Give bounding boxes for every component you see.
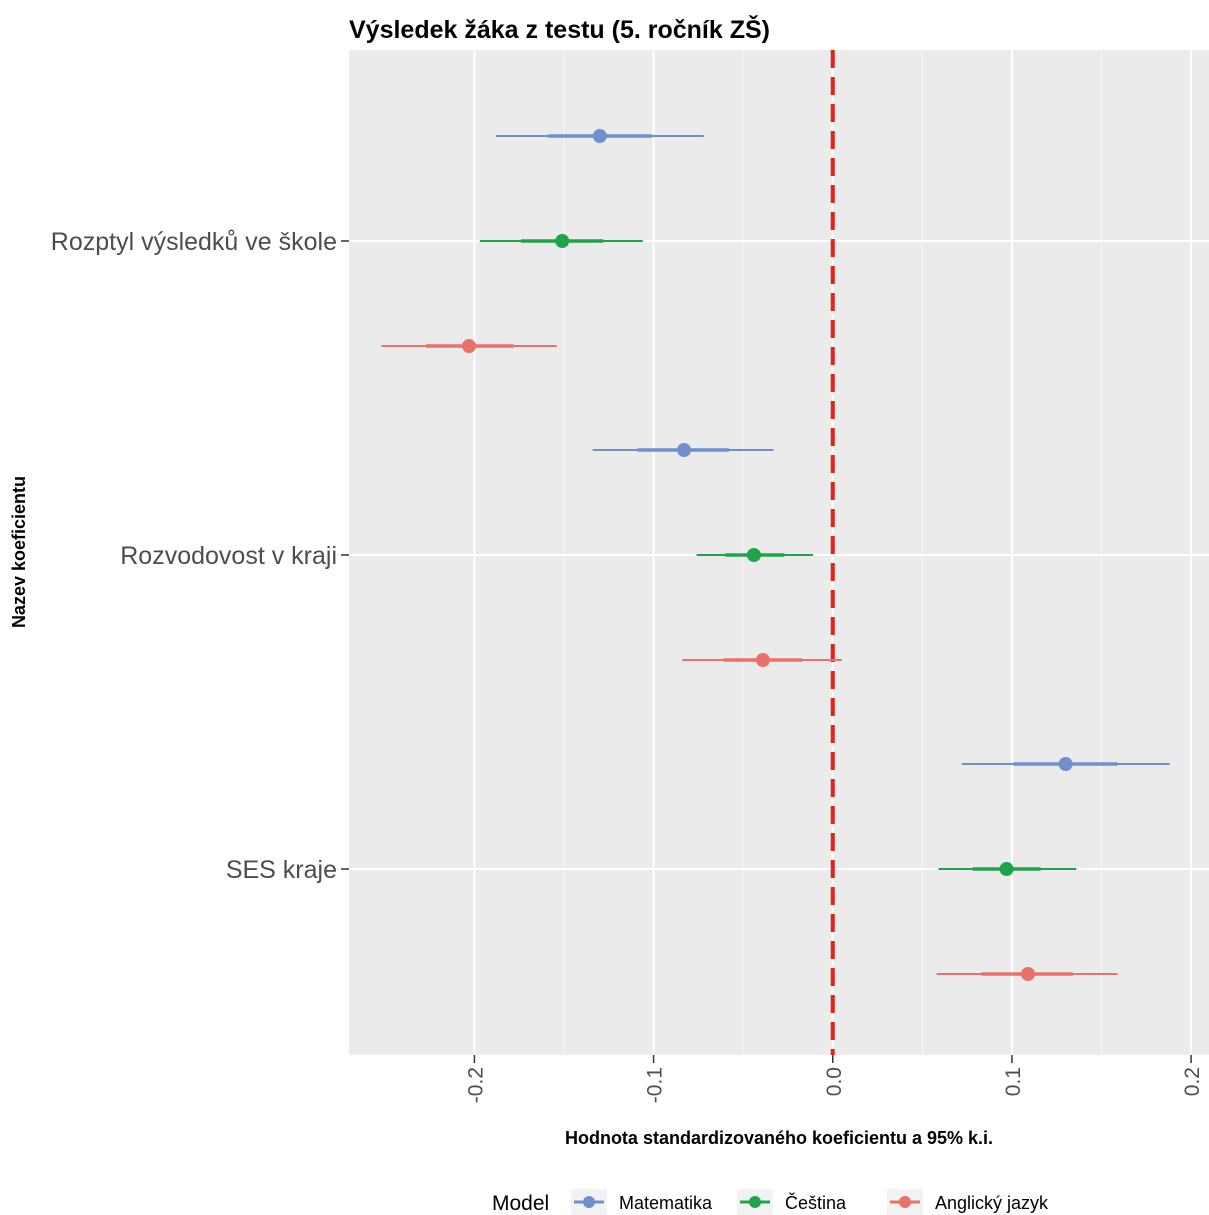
chart-title: Výsledek žáka z testu (5. ročník ZŠ) (349, 14, 770, 44)
x-axis-title: Hodnota standardizovaného koeficientu a … (565, 1128, 993, 1148)
estimate-point (1021, 967, 1036, 981)
x-tick-label: -0.2 (464, 1067, 487, 1103)
y-tick-label: Rozptyl výsledků ve škole (51, 228, 337, 256)
estimate-point (746, 548, 761, 562)
estimate-point (755, 653, 770, 667)
data-marks (381, 129, 1170, 981)
legend-label: Matematika (619, 1193, 713, 1213)
estimate-point (555, 234, 570, 248)
estimate-point (999, 862, 1014, 876)
legend-key-point (899, 1196, 911, 1208)
estimate-point (462, 339, 477, 353)
estimate-point (592, 129, 607, 143)
x-tick-label: 0.0 (823, 1067, 846, 1096)
estimate-point (677, 443, 692, 457)
legend-label: Čeština (785, 1192, 847, 1213)
legend-label: Anglický jazyk (935, 1193, 1049, 1213)
legend-key-point (749, 1196, 761, 1208)
plot-panel (349, 50, 1209, 1055)
legend: Model Matematika Čeština Anglický jazyk (492, 1189, 1049, 1215)
x-axis: -0.2 -0.1 0.0 0.1 0.2 (464, 1055, 1204, 1103)
x-tick-label: -0.1 (644, 1067, 667, 1103)
legend-key-point (583, 1196, 595, 1208)
legend-title: Model (492, 1192, 549, 1215)
x-tick-label: 0.2 (1181, 1067, 1204, 1096)
y-axis: Rozptyl výsledků ve škole Rozvodovost v k… (51, 228, 349, 884)
y-axis-title: Nazev koeficientu (9, 476, 29, 628)
y-tick-label: SES kraje (226, 856, 337, 884)
estimate-point (1058, 757, 1073, 771)
x-tick-label: 0.1 (1002, 1067, 1025, 1096)
y-tick-label: Rozvodovost v kraji (120, 542, 337, 570)
